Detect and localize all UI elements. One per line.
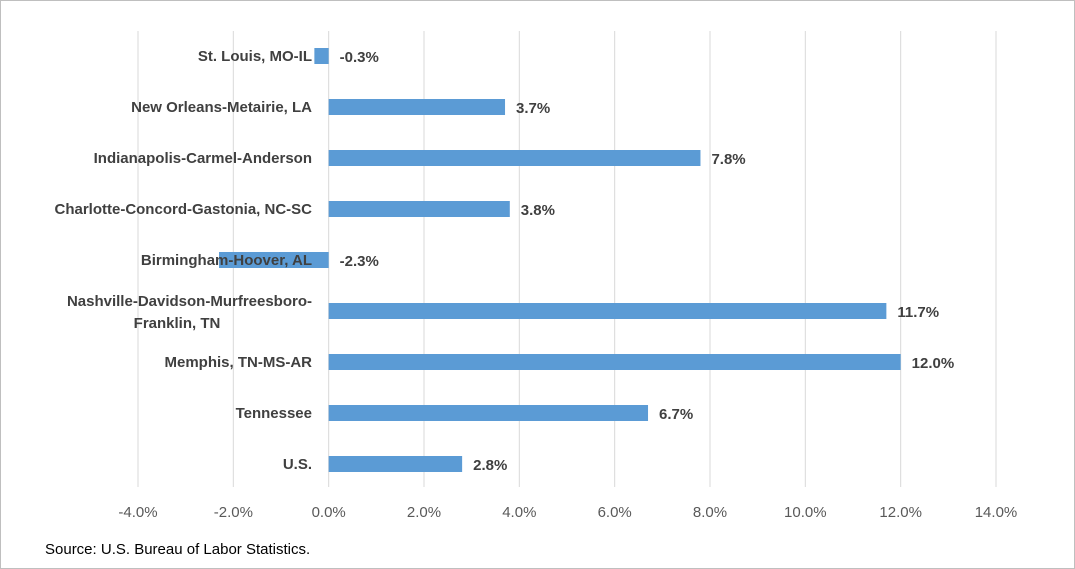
x-tick-label: 8.0% bbox=[693, 504, 727, 521]
x-tick-label: -2.0% bbox=[214, 504, 253, 521]
x-tick-label: 14.0% bbox=[975, 504, 1018, 521]
bar bbox=[219, 252, 329, 268]
x-tick-label: 0.0% bbox=[312, 504, 346, 521]
data-label: 3.7% bbox=[516, 100, 550, 117]
category-label: Franklin, TN bbox=[134, 315, 221, 332]
data-labels: -0.3% 3.7% 7.8% 3.8% -2.3% 11.7% 12.0% 6.7% 2.8% bbox=[340, 49, 955, 474]
category-label: St. Louis, MO-IL bbox=[198, 48, 312, 65]
category-label: Indianapolis-Carmel-Anderson bbox=[94, 150, 312, 167]
bar bbox=[328, 201, 510, 217]
bar bbox=[328, 303, 887, 319]
source-note: Source: U.S. Bureau of Labor Statistics. bbox=[45, 541, 311, 558]
data-label: 3.8% bbox=[521, 202, 555, 219]
bars bbox=[219, 48, 901, 472]
data-label: 6.7% bbox=[659, 406, 693, 423]
x-tick-label: 10.0% bbox=[784, 504, 827, 521]
bar bbox=[328, 354, 901, 370]
x-tick-label: 2.0% bbox=[407, 504, 441, 521]
category-label: Nashville-Davidson-Murfreesboro- bbox=[67, 293, 312, 310]
category-labels: St. Louis, MO-IL New Orleans-Metairie, LA… bbox=[54, 48, 312, 473]
category-label: U.S. bbox=[283, 456, 312, 473]
bar bbox=[314, 48, 329, 64]
category-label: Birmingham-Hoover, AL bbox=[141, 252, 312, 269]
data-label: -0.3% bbox=[340, 49, 379, 66]
data-label: 12.0% bbox=[912, 355, 955, 372]
category-label: Charlotte-Concord-Gastonia, NC-SC bbox=[54, 201, 312, 218]
category-label: New Orleans-Metairie, LA bbox=[131, 99, 312, 116]
x-tick-label: 12.0% bbox=[879, 504, 922, 521]
x-tick-label: 6.0% bbox=[598, 504, 632, 521]
bar bbox=[328, 150, 701, 166]
data-label: -2.3% bbox=[340, 253, 379, 270]
bar bbox=[328, 456, 463, 472]
category-label: Memphis, TN-MS-AR bbox=[165, 354, 313, 371]
x-axis-tick-labels: -4.0% -2.0% 0.0% 2.0% 4.0% 6.0% 8.0% 10.0% 12.0%… bbox=[118, 504, 1017, 521]
bar bbox=[328, 405, 649, 421]
data-label: 11.7% bbox=[897, 304, 939, 321]
data-label: 7.8% bbox=[711, 151, 745, 168]
category-label: Tennessee bbox=[236, 405, 312, 422]
x-tick-label: -4.0% bbox=[118, 504, 157, 521]
x-tick-label: 4.0% bbox=[502, 504, 536, 521]
data-label: 2.8% bbox=[473, 457, 507, 474]
bar bbox=[328, 99, 506, 115]
